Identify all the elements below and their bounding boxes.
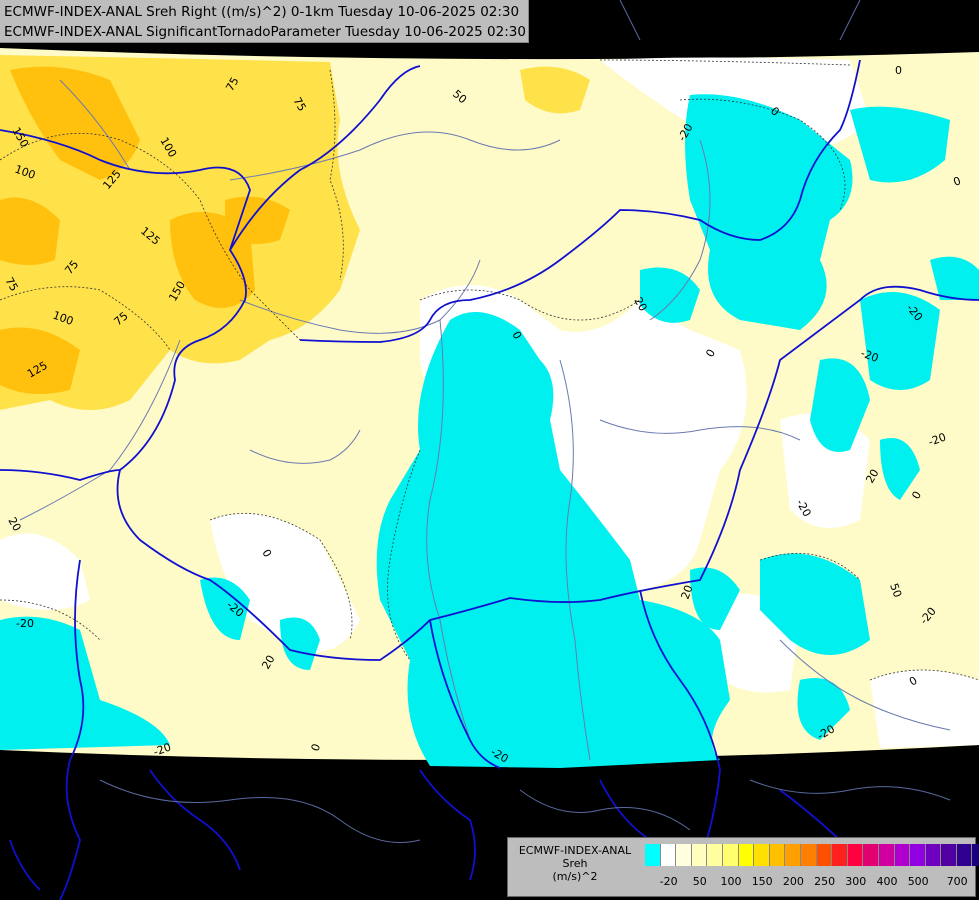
legend-swatch — [941, 844, 957, 866]
legend-swatch — [972, 844, 979, 866]
legend-swatch — [645, 844, 661, 866]
legend-swatch — [925, 844, 942, 866]
legend-swatch — [754, 844, 770, 866]
legend-tick-label: 200 — [782, 875, 804, 888]
legend-tick-label: 150 — [751, 875, 773, 888]
map-title-box: ECMWF-INDEX-ANAL Sreh Right ((m/s)^2) 0-… — [0, 0, 529, 43]
outer-rivers — [99, 0, 951, 843]
legend-tick-label: 50 — [692, 875, 707, 888]
contour-label: -20 — [859, 347, 880, 365]
legend-swatch — [863, 844, 879, 866]
legend-swatch — [722, 844, 739, 866]
contour-label: -20 — [927, 430, 948, 448]
legend-tick-label: 100 — [720, 875, 742, 888]
legend-swatches — [645, 844, 979, 866]
cyan-zones — [0, 94, 979, 768]
contour-label: 0 — [309, 742, 324, 753]
contour-label: 75 — [290, 95, 308, 114]
legend-swatch — [691, 844, 708, 866]
legend-tick-label: 300 — [845, 875, 867, 888]
legend-tick-label: 400 — [876, 875, 898, 888]
legend-tick-label: -20 — [659, 875, 678, 888]
legend-swatch — [660, 844, 677, 866]
contour-label: 0 — [895, 64, 902, 77]
legend-swatch — [707, 844, 723, 866]
contour-label: 20 — [5, 515, 23, 534]
contour-label: 0 — [952, 174, 963, 189]
legend-swatch — [956, 844, 973, 866]
legend-tick-label: 250 — [814, 875, 836, 888]
legend-swatch — [832, 844, 848, 866]
legend-param: Sreh — [562, 857, 588, 870]
legend-title: ECMWF-INDEX-ANAL Sreh (m/s)^2 — [510, 844, 640, 883]
title-line-stp: ECMWF-INDEX-ANAL SignificantTornadoParam… — [4, 24, 526, 40]
legend-swatch — [847, 844, 864, 866]
contour-label: 20 — [259, 653, 277, 672]
legend-swatch — [910, 844, 926, 866]
title-line-sreh: ECMWF-INDEX-ANAL Sreh Right ((m/s)^2) 0-… — [4, 4, 520, 20]
legend-swatch — [769, 844, 786, 866]
contour-label: 75 — [2, 275, 20, 294]
contour-label: 50 — [887, 582, 904, 600]
rivers — [19, 79, 951, 761]
legend-swatch — [738, 844, 755, 866]
legend-swatch — [676, 844, 692, 866]
contours — [0, 59, 979, 681]
yellow-zones — [0, 55, 590, 410]
contour-label: -20 — [16, 617, 34, 630]
legend-tick-label: 500 — [907, 875, 929, 888]
contour-label: 20 — [863, 467, 881, 486]
color-legend: ECMWF-INDEX-ANAL Sreh (m/s)^2 -20 50 100 15… — [507, 837, 979, 897]
legend-swatch — [800, 844, 817, 866]
contour-label: -20 — [152, 740, 173, 758]
legend-model: ECMWF-INDEX-ANAL — [518, 844, 632, 857]
country-borders — [0, 59, 979, 900]
legend-swatch — [878, 844, 895, 866]
legend-tick-label: 700 — [946, 875, 968, 888]
contour-label: 20 — [679, 583, 696, 601]
legend-swatch — [816, 844, 833, 866]
contour-label: 75 — [223, 75, 241, 94]
legend-swatch — [785, 844, 801, 866]
legend-ticks: -20 50 100 150 200 250 300 400 500 700 — [645, 875, 973, 889]
legend-swatch — [894, 844, 911, 866]
legend-units: (m/s)^2 — [552, 870, 598, 883]
contour-label: 20 — [631, 295, 649, 314]
